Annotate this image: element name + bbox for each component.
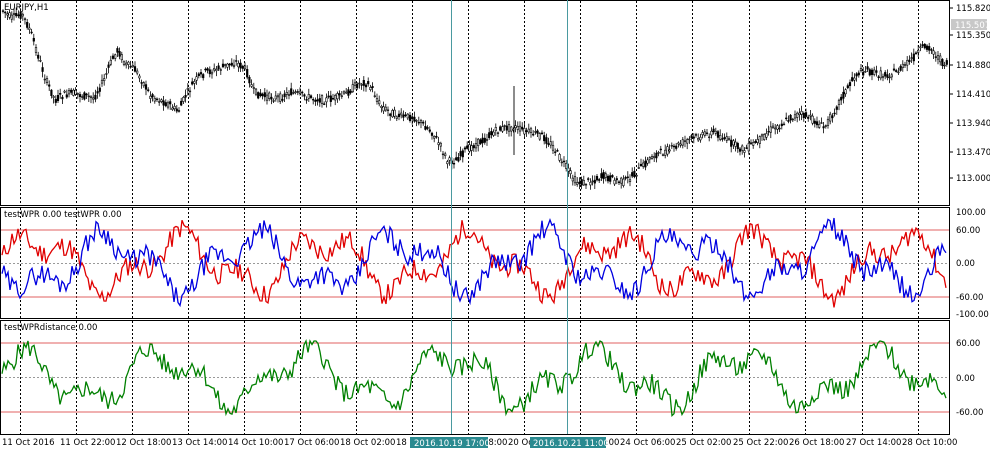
price-label: 113.000 [956, 174, 990, 184]
wpr-axis: 100.00 60.00 0.00 -60.00 -100.00 [956, 208, 989, 320]
wpr-level-label: 100.00 [956, 208, 986, 218]
wpr-pane-frame [0, 207, 950, 319]
distance-level-label: 0.00 [956, 374, 975, 384]
price-label: 114.410 [956, 90, 990, 100]
time-label: 25 Oct 22:00 [733, 438, 788, 448]
time-label: 26 Oct 18:00 [789, 438, 844, 448]
current-price: 115.507 [955, 21, 990, 31]
time-label: 13 Oct 14:00 [172, 438, 227, 448]
distance-pane-frame [0, 320, 950, 435]
price-label: 113.470 [956, 148, 990, 158]
distance-green-line [1, 338, 947, 417]
distance-level-label: 60.00 [956, 339, 980, 349]
time-label: 14 Oct 10:00 [228, 438, 283, 448]
time-label: 11 Oct 22:00 [60, 438, 115, 448]
price-axis: 115.820 115.350 114.880 114.410 113.940 … [949, 4, 990, 184]
main-title: EURJPY,H1 [4, 3, 49, 13]
price-label: 115.350 [956, 31, 990, 41]
vertical-grid [20, 1, 919, 434]
time-label: 11 Oct 2016 [2, 438, 55, 448]
price-candles [1, 7, 948, 190]
wpr-level-label: -60.00 [956, 293, 983, 303]
distance-level-label: -60.00 [956, 408, 983, 418]
main-pane-frame [0, 0, 950, 206]
price-label: 113.940 [956, 119, 990, 129]
wpr-level-label: 60.00 [956, 226, 980, 236]
wpr-red-line [1, 219, 947, 308]
price-label: 114.880 [956, 61, 990, 71]
time-label: 24 Oct 06:00 [620, 438, 675, 448]
crosshair-time-badge-2 [530, 437, 606, 448]
distance-levels [1, 342, 949, 413]
distance-axis: 60.00 0.00 -60.00 [956, 339, 983, 418]
time-label: 18 Oct 02:00 [340, 438, 395, 448]
time-label: 17 Oct 06:00 [284, 438, 339, 448]
crosshair-time-2: 2016.10.21 11:00 [533, 439, 609, 449]
time-label: 25 Oct 02:00 [676, 438, 731, 448]
price-label: 115.820 [956, 4, 990, 14]
time-label: 27 Oct 14:00 [846, 438, 901, 448]
current-price-badge [951, 19, 987, 30]
wpr-level-label: 0.00 [956, 259, 975, 269]
crosshair-time-1: 2016.10.19 17:00 [414, 439, 490, 449]
time-label: 28 Oct 10:00 [902, 438, 957, 448]
wpr-levels [1, 229, 949, 298]
time-axis: 11 Oct 2016 11 Oct 22:00 12 Oct 18:00 13… [2, 437, 957, 449]
wpr-level-label: -100.00 [956, 310, 989, 320]
wpr-blue-line [1, 217, 947, 308]
crosshair-time-badge-1 [410, 437, 488, 448]
distance-title: testWPRdistance 0.00 [4, 323, 97, 333]
time-label: 12 Oct 18:00 [116, 438, 171, 448]
wpr-title: testWPR 0.00 testWPR 0.00 [4, 210, 121, 220]
